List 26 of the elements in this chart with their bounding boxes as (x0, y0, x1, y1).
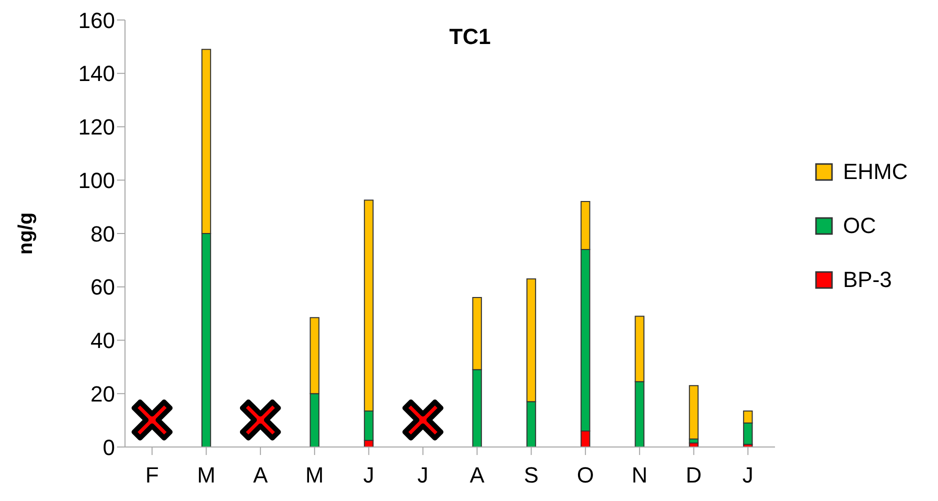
x-tick-label: F (145, 462, 159, 488)
y-tick-label: 40 (90, 328, 115, 354)
y-tick-label: 120 (78, 114, 115, 140)
x-tick-label: A (253, 462, 268, 488)
y-tick-label: 60 (90, 274, 115, 300)
x-tick-label: O (576, 462, 594, 488)
x-tick-label: M (305, 462, 324, 488)
x-tick-label: N (632, 462, 648, 488)
chart-title: TC1 (448, 24, 492, 50)
x-tick-label: A (470, 462, 485, 488)
legend-label: OC (843, 212, 876, 238)
legend-label: EHMC (843, 158, 908, 184)
y-tick-label: 160 (78, 8, 115, 33)
y-tick-label: 0 (102, 434, 115, 460)
y-tick-label: 100 (78, 168, 115, 193)
y-tick-label: 140 (78, 61, 115, 86)
x-tick-label: J (363, 462, 374, 488)
legend-label: BP-3 (843, 266, 892, 292)
x-tick-label: J (417, 462, 428, 488)
y-tick-label: 20 (90, 381, 115, 406)
x-tick-label: J (742, 462, 754, 488)
y-tick-label: 80 (90, 221, 115, 246)
x-tick-label: M (197, 462, 216, 488)
x-tick-label: S (524, 462, 539, 488)
x-tick-label: D (686, 462, 702, 488)
y-axis-title: ng/g (15, 212, 38, 255)
